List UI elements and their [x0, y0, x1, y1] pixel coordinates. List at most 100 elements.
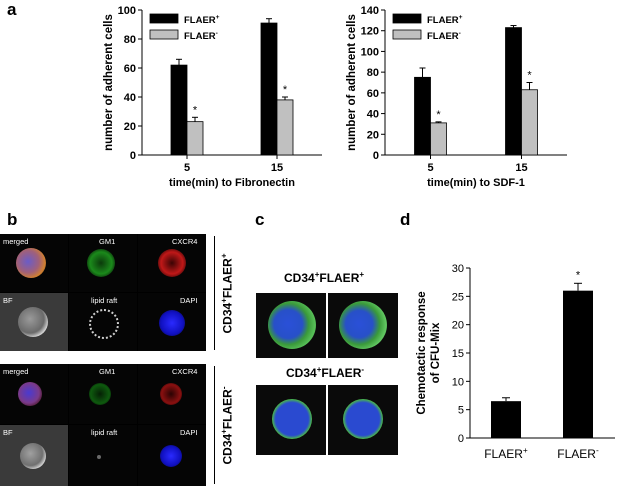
label-merged: merged	[3, 367, 29, 376]
tile-cxcr4-bottom: CXCR4	[138, 364, 206, 424]
cell-image	[159, 310, 185, 336]
chart-d-xtick-label: FLAER-	[557, 445, 599, 461]
chart-a2-ytick-label: 140	[361, 5, 379, 17]
chart-d-xtick-label: FLAER+	[484, 445, 528, 461]
chart-a1-bar	[260, 22, 278, 156]
tile-gm1-bottom: GM1	[69, 364, 137, 424]
chart-a2-bar	[521, 89, 538, 156]
cell-image	[20, 443, 46, 469]
chart-d-ytick-label: 5	[458, 405, 464, 417]
chart-d-bar	[563, 290, 593, 438]
chart-a2-significance-star: *	[436, 109, 441, 121]
cell-image	[268, 301, 316, 349]
c-title-bottom: CD34+FLAER-	[286, 365, 365, 380]
chart-a2-ytick-label: 40	[367, 109, 379, 121]
cell-image	[89, 309, 119, 339]
panel-letter-c: c	[255, 210, 265, 229]
chart-a2-xtick-label: 5	[427, 162, 433, 174]
chart-a1-bar	[276, 99, 294, 156]
chart-a1-bar	[170, 64, 188, 156]
bracket-bottom	[214, 366, 215, 484]
label-lipid-raft: lipid raft	[91, 428, 118, 437]
chart-a2-ytick-label: 80	[367, 67, 379, 79]
label-bf: BF	[3, 428, 13, 437]
chart-a2-ytick-label: 120	[361, 26, 379, 38]
chart-a2-xtick-label: 15	[515, 162, 527, 174]
chart-d-ylabel-line2: of CFU-Mix	[430, 322, 442, 383]
tile-merged-top: merged	[0, 234, 68, 292]
chart-fibronectin: 0 20 40 60 80 100 5 * 15 * FLAER+ FLAER-time(min) t…	[103, 5, 322, 189]
chart-sdf1: 0 20 40 60 80 100 120 140 5 * 15 * FLAER+ FLAER-time(…	[346, 5, 567, 189]
bracket-top	[214, 236, 215, 350]
tile-dapi-bottom: DAPI	[138, 425, 206, 486]
chart-a2-legend-swatch	[392, 29, 422, 40]
chart-a2-ytick-label: 0	[373, 150, 379, 162]
chart-a1-significance-star: *	[193, 104, 198, 116]
label-cxcr4: CXCR4	[172, 367, 198, 376]
chart-a2-bar	[505, 27, 522, 156]
chart-d-significance-star: *	[576, 269, 581, 281]
c-title-top: CD34+FLAER+	[284, 270, 365, 285]
chart-d-bar	[491, 401, 521, 438]
chart-a1-legend-label: FLAER+	[184, 14, 220, 26]
label-gm1: GM1	[99, 237, 116, 246]
microscopy-block-bottom: merged GM1 CXCR4 BF lipid raft DAPI	[0, 364, 206, 486]
chart-a1-ytick-label: 80	[124, 34, 136, 46]
chart-a2-bar	[430, 122, 447, 156]
chart-a1-bar	[186, 121, 204, 156]
label-lipid-raft: lipid raft	[91, 296, 118, 305]
chart-d-ylabel-line1: Chemotactic response	[416, 291, 428, 414]
tile-bf-top: BF	[0, 293, 68, 351]
cell-image	[87, 249, 115, 277]
cell-image	[160, 383, 182, 405]
side-label-top: CD34+FLAER+	[219, 253, 235, 334]
chart-a1-legend-swatch	[149, 29, 179, 40]
cell-image	[89, 383, 111, 405]
tile-lipid-raft-top: lipid raft	[69, 293, 137, 351]
tile-lipid-raft-bottom: lipid raft	[69, 425, 137, 486]
panel-letter-a: a	[7, 0, 17, 19]
chart-a2-legend-label: FLAER+	[427, 14, 463, 26]
chart-a2-ytick-label: 100	[361, 46, 379, 58]
tile-cxcr4-top: CXCR4	[138, 234, 206, 292]
label-bf: BF	[3, 296, 13, 305]
chart-a1-ytick-label: 0	[130, 150, 136, 162]
chart-a1-ytick-label: 40	[124, 92, 136, 104]
side-label-bottom: CD34+FLAER-	[219, 386, 235, 465]
chart-a2-bar	[414, 76, 431, 156]
chart-d-ytick-label: 15	[452, 348, 464, 360]
label-gm1: GM1	[99, 367, 116, 376]
tile-dapi-top: DAPI	[138, 293, 206, 351]
chart-d-ytick-label: 0	[458, 433, 464, 445]
chart-a2-legend-label: FLAER-	[427, 30, 461, 42]
cell-image	[272, 399, 312, 439]
c-image-top-left	[256, 293, 326, 358]
cell-image	[343, 399, 383, 439]
chart-a1-xlabel: time(min) to Fibronectin	[169, 177, 295, 189]
chart-a2-legend-swatch	[392, 13, 422, 24]
chart-a1-xtick-label: 15	[271, 162, 283, 174]
chart-a1-legend-swatch	[149, 13, 179, 24]
cell-image	[18, 307, 48, 337]
chart-chemotaxis: 0 5 10 15 20 25 30 FLAER+ * FLAER- Chemotactic res…	[416, 263, 615, 461]
chart-d-ytick-label: 10	[452, 376, 464, 388]
cell-image	[16, 248, 46, 278]
chart-a1-significance-star: *	[283, 84, 288, 96]
label-merged: merged	[3, 237, 29, 246]
label-dapi: DAPI	[180, 296, 198, 305]
tile-merged-bottom: merged	[0, 364, 68, 424]
chart-a1-legend-label: FLAER-	[184, 30, 218, 42]
chart-a2-ytick-label: 60	[367, 88, 379, 100]
chart-a1-xtick-label: 5	[184, 162, 190, 174]
chart-d-ytick-label: 30	[452, 263, 464, 275]
tile-bf-bottom: BF	[0, 425, 68, 486]
chart-d-ytick-label: 25	[452, 291, 464, 303]
tile-gm1-top: GM1	[69, 234, 137, 292]
chart-a2-ytick-label: 20	[367, 129, 379, 141]
chart-a2-xlabel: time(min) to SDF-1	[427, 177, 525, 189]
cell-image	[18, 382, 42, 406]
chart-d-ytick-label: 20	[452, 320, 464, 332]
c-image-bottom-right	[328, 385, 398, 455]
microscopy-block-top: merged GM1 CXCR4 BF lipid raft DAPI	[0, 234, 206, 351]
panel-letter-b: b	[7, 210, 18, 229]
